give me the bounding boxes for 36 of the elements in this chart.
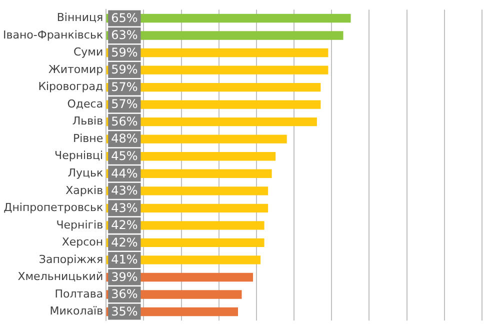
- data-label: 63%: [111, 28, 138, 42]
- y-tick-label: Хмельницький: [18, 270, 104, 284]
- data-label: 57%: [111, 80, 138, 94]
- data-label: 43%: [111, 184, 138, 198]
- y-tick-label: Луцьк: [68, 166, 104, 180]
- y-tick-label: Суми: [73, 46, 104, 59]
- y-tick-label: Львів: [72, 114, 104, 128]
- y-tick-label: Чернівці: [54, 149, 104, 162]
- data-label: 45%: [111, 148, 138, 163]
- data-label: 44%: [111, 166, 138, 180]
- y-tick-label: Харків: [66, 184, 104, 197]
- data-label: 42%: [111, 235, 138, 250]
- y-tick-label: Кіровоград: [38, 80, 104, 94]
- data-label: 59%: [111, 62, 138, 77]
- y-tick-label: Херсон: [62, 236, 104, 249]
- data-label: 65%: [111, 10, 138, 25]
- data-label: 39%: [111, 270, 138, 284]
- y-tick-label: Одеса: [67, 97, 104, 110]
- data-label: 42%: [111, 218, 138, 232]
- data-label: 48%: [111, 132, 138, 146]
- data-label: 56%: [111, 114, 138, 128]
- y-tick-label: Запоріжжя: [38, 252, 104, 266]
- data-label: 59%: [111, 45, 138, 60]
- y-tick-label: Чернігів: [56, 218, 104, 232]
- data-label: 35%: [111, 304, 138, 318]
- y-tick-label: Житомир: [48, 62, 104, 76]
- data-label: 36%: [111, 287, 138, 302]
- data-label: 41%: [111, 252, 138, 267]
- y-tick-label: Дніпропетровськ: [4, 201, 104, 214]
- y-tick-label: Миколаїв: [50, 304, 104, 318]
- y-tick-label: Рівне: [72, 132, 104, 145]
- y-tick-label: Вінниця: [56, 11, 104, 24]
- data-label: 57%: [111, 97, 138, 112]
- y-tick-label: Полтава: [54, 287, 104, 300]
- data-label: 43%: [111, 200, 138, 215]
- y-tick-label: Івано-Франківськ: [2, 28, 104, 42]
